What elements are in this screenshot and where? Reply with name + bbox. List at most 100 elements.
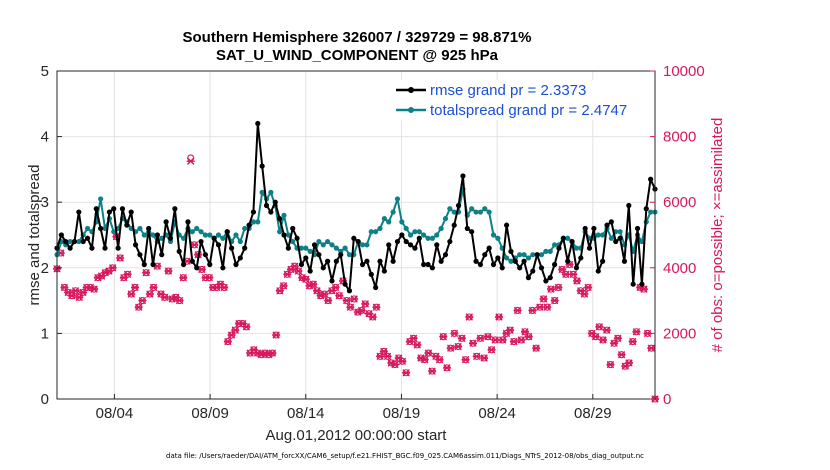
obs-assimilated-point (116, 254, 125, 262)
spread-series-point (407, 232, 414, 238)
spread-series-point (250, 219, 257, 225)
obs-assimilated-point (554, 283, 563, 292)
spread-series-point (399, 219, 405, 225)
x-tick-label: 08/29 (574, 405, 612, 422)
rmse-series-point (499, 265, 505, 271)
spread-series-point (543, 248, 549, 254)
rmse-series-point (132, 242, 139, 248)
obs-assimilated-point (160, 293, 169, 302)
y2-tick-label: 4000 (663, 260, 696, 277)
rmse-series-point (119, 206, 126, 212)
obs-assimilated-point (491, 336, 500, 344)
obs-assimilated-point (179, 273, 188, 282)
spread-series-point (403, 225, 409, 232)
obs-assimilated-point (294, 267, 303, 275)
obs-assimilated-point (413, 341, 422, 349)
spread-series-point (429, 235, 435, 241)
spread-series-point (390, 209, 396, 215)
rmse-series-point (434, 242, 440, 248)
rmse-series-point (237, 255, 243, 261)
rmse-series-point (565, 258, 571, 264)
rmse-series-point (643, 206, 649, 212)
obs-assimilated-point (495, 313, 503, 321)
obs-assimilated-point (487, 346, 496, 354)
obs-assimilated-point (138, 296, 147, 305)
spread-series-point (438, 225, 444, 232)
rmse-series-point (233, 261, 239, 268)
rmse-series-point (377, 258, 383, 264)
obs-assimilated-point (591, 332, 600, 341)
obs-assimilated-point (376, 352, 385, 361)
rmse-series-point (115, 245, 121, 251)
rmse-series-point (351, 235, 357, 241)
y-axis-left: 0 1 2 3 4 5 (41, 63, 62, 408)
rmse-series-point (560, 235, 566, 241)
spread-series-point (290, 238, 296, 245)
rmse-series-point (530, 268, 536, 274)
obs-assimilated-point (517, 336, 526, 344)
obs-assimilated-point (483, 332, 492, 341)
obs-assimilated-point (628, 337, 637, 346)
rmse-series-point (150, 261, 156, 268)
rmse-series-point (613, 238, 619, 245)
spread-series-point (242, 225, 248, 232)
spread-series-point (141, 232, 147, 238)
obs-assimilated-point (420, 355, 429, 364)
obs-assimilated-point (361, 300, 370, 308)
obs-assimilated-point (398, 357, 407, 365)
y-tick-label: 0 (41, 391, 49, 408)
spread-series-point (451, 209, 457, 215)
spread-series-point (368, 229, 374, 235)
rmse-series-point (285, 245, 291, 251)
rmse-series-point (373, 284, 379, 291)
spread-series-point (215, 232, 222, 238)
spread-series-point (517, 252, 523, 258)
rmse-series-point (407, 242, 414, 248)
obs-assimilated-point (123, 270, 132, 279)
rmse-series-point (621, 258, 628, 264)
rmse-series-point (648, 176, 654, 182)
rmse-series-point (495, 255, 501, 261)
obs-assimilated-point (454, 342, 463, 351)
rmse-series-point (634, 225, 641, 232)
obs-assimilated-point (190, 241, 199, 249)
obs-assimilated-point (509, 337, 518, 346)
rmse-series-point (102, 245, 108, 251)
rmse-series-point (242, 245, 248, 251)
rmse-series-point (608, 219, 614, 225)
rmse-series-point (346, 288, 353, 294)
obs-assimilated-point (75, 293, 84, 302)
legend-rmse-label: rmse grand pr = 2.3373 (430, 82, 586, 99)
obs-assimilated-point (227, 331, 236, 339)
spread-series-point (486, 209, 492, 215)
spread-series-point (329, 242, 335, 248)
legend-rmse-marker (408, 87, 414, 93)
obs-assimilated-point (67, 291, 76, 300)
spread-series-point (333, 245, 339, 251)
spread-series-point (202, 232, 209, 238)
obs-assimilated-point (561, 270, 570, 279)
obs-assimilated-point (220, 283, 229, 292)
spread-series-point (377, 225, 383, 232)
obs-assimilated-point (476, 334, 485, 343)
spread-series-point (150, 232, 156, 238)
rmse-series-point (80, 238, 86, 245)
spread-series-point (325, 238, 331, 245)
rmse-series-point (416, 235, 422, 241)
rmse-series-point (412, 245, 418, 251)
obs-assimilated-point (647, 344, 656, 352)
obs-assimilated-point (142, 269, 151, 277)
rmse-series-point (582, 225, 588, 232)
rmse-series-point (438, 258, 444, 264)
obs-count-markers (53, 154, 659, 403)
obs-assimilated-point (368, 313, 377, 321)
obs-assimilated-point (383, 352, 392, 361)
spread-series-point (573, 245, 580, 251)
rmse-series-point (311, 242, 318, 248)
rmse-series-point (517, 265, 523, 271)
rmse-series-point (268, 209, 274, 215)
rmse-series-point (342, 281, 348, 287)
rmse-series-point (381, 268, 387, 274)
rmse-series-point (364, 258, 370, 264)
